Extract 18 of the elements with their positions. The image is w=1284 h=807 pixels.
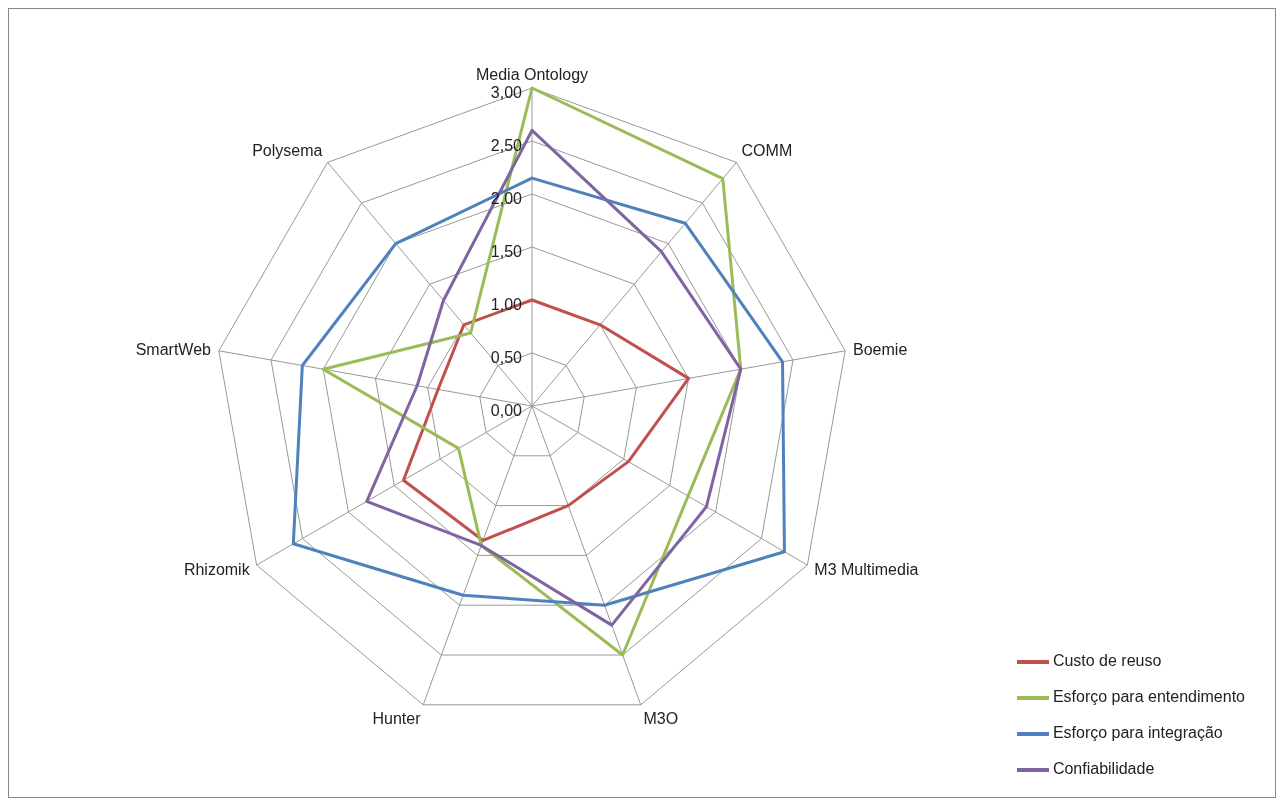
y-tick-label: 3,00 — [490, 84, 523, 101]
spoke-label: COMM — [741, 142, 793, 160]
spoke-label: SmartWeb — [135, 341, 212, 359]
y-tick-label: 0,00 — [490, 402, 523, 419]
spoke-label: M3O — [643, 709, 679, 727]
spoke-label: Polysema — [252, 142, 323, 160]
spoke-label: Rhizomik — [183, 560, 251, 578]
legend-label: Esforço para entendimento — [1052, 688, 1245, 705]
spoke-label: Hunter — [372, 709, 422, 727]
y-tick-label: 1,50 — [490, 243, 523, 260]
legend-label: Confiabilidade — [1052, 760, 1155, 777]
spoke-label: Boemie — [853, 341, 908, 359]
legend-label: Custo de reuso — [1052, 652, 1162, 669]
y-tick-label: 1,00 — [490, 296, 523, 313]
y-tick-label: 0,50 — [490, 349, 523, 366]
spoke-label: M3 Multimedia — [814, 560, 919, 578]
legend-label: Esforço para integração — [1052, 724, 1223, 741]
spoke-label: Media Ontology — [475, 66, 589, 83]
